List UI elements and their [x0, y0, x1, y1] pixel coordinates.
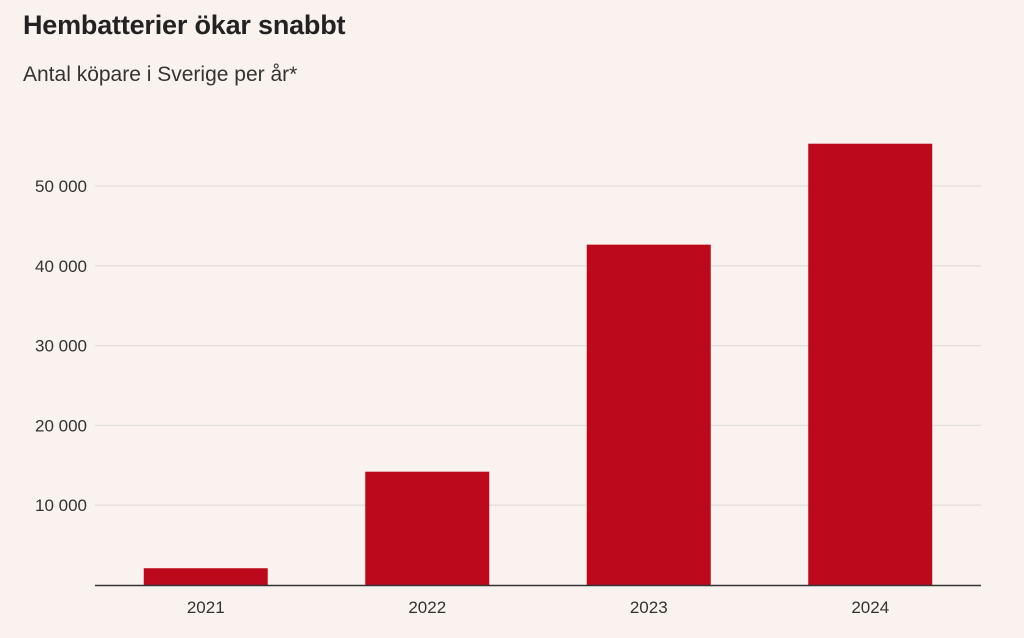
- bars: [143, 143, 933, 585]
- x-tick-label: 2024: [851, 598, 889, 617]
- bar-2023: [586, 244, 711, 585]
- x-tick-label: 2023: [630, 598, 668, 617]
- y-tick-label: 30 000: [35, 337, 87, 356]
- y-tick-label: 50 000: [35, 177, 87, 196]
- bar-2021: [143, 568, 268, 585]
- x-tick-label: 2021: [187, 598, 225, 617]
- x-tick-label: 2022: [408, 598, 446, 617]
- chart-subtitle: Antal köpare i Sverige per år*: [23, 63, 298, 86]
- bar-2022: [365, 471, 490, 585]
- y-tick-label: 40 000: [35, 257, 87, 276]
- chart-title: Hembatterier ökar snabbt: [23, 10, 346, 40]
- y-tick-label: 20 000: [35, 416, 87, 435]
- y-tick-label: 10 000: [35, 496, 87, 515]
- y-axis-ticks: 10 000 20 000 30 000 40 000 50 000: [35, 177, 87, 515]
- x-axis-ticks: 2021 2022 2023 2024: [187, 598, 889, 617]
- bar-2024: [808, 143, 933, 585]
